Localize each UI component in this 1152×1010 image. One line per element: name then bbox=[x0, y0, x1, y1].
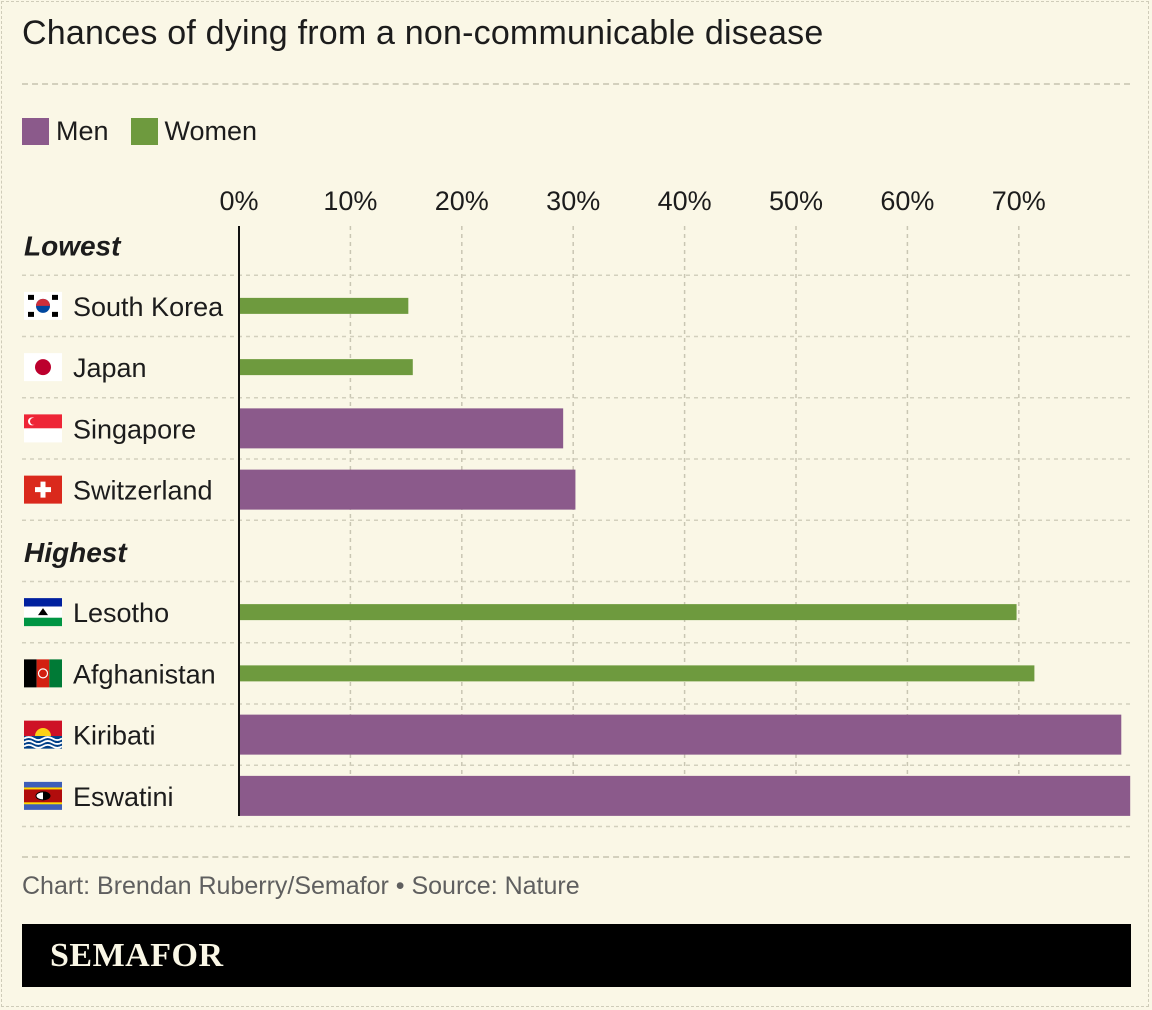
kiribati-flag-icon bbox=[23, 720, 63, 749]
country-label-switzerland: Switzerland bbox=[73, 476, 213, 506]
country-label-eswatini: Eswatini bbox=[73, 782, 174, 812]
country-label-south-korea: South Korea bbox=[73, 292, 224, 322]
bar-chart: 0% 10% 20% 30% 40% 50% 60% 70% Lowest South Korea… bbox=[22, 186, 1131, 828]
bar-kiribati bbox=[239, 714, 1122, 755]
x-tick-label: 30% bbox=[546, 186, 600, 216]
bar-south-korea bbox=[239, 297, 409, 314]
bar-afghanistan bbox=[239, 665, 1035, 682]
legend-swatch-women bbox=[130, 118, 158, 145]
x-tick-label: 50% bbox=[769, 186, 823, 216]
bar-eswatini bbox=[239, 775, 1131, 816]
legend: Men Women bbox=[22, 116, 279, 147]
legend-label-men: Men bbox=[56, 116, 109, 146]
singapore-flag-icon bbox=[24, 414, 62, 443]
bar-singapore bbox=[239, 408, 564, 449]
group-label-highest: Highest bbox=[24, 537, 128, 568]
x-tick-label: 20% bbox=[435, 186, 489, 216]
x-tick-label: 60% bbox=[880, 186, 934, 216]
brand-bar: SEMAFOR bbox=[22, 924, 1131, 987]
legend-item-women: Women bbox=[130, 116, 258, 147]
x-tick-label: 10% bbox=[323, 186, 377, 216]
x-tick-label: 0% bbox=[219, 186, 258, 216]
x-tick-label: 70% bbox=[992, 186, 1046, 216]
lesotho-flag-icon bbox=[24, 598, 62, 627]
switzerland-flag-icon bbox=[24, 475, 62, 504]
legend-item-men: Men bbox=[22, 116, 109, 147]
japan-flag-icon bbox=[24, 353, 62, 382]
legend-label-women: Women bbox=[164, 116, 258, 146]
country-label-lesotho: Lesotho bbox=[73, 598, 169, 628]
x-tick-label: 40% bbox=[658, 186, 712, 216]
country-label-singapore: Singapore bbox=[73, 414, 196, 444]
brand-logo: SEMAFOR bbox=[50, 937, 224, 974]
country-label-afghanistan: Afghanistan bbox=[73, 659, 216, 689]
bar-lesotho bbox=[239, 604, 1017, 621]
chart-credit: Chart: Brendan Ruberry/Semafor • Source:… bbox=[22, 872, 580, 900]
chart-title: Chances of dying from a non-communicable… bbox=[22, 14, 824, 52]
country-label-japan: Japan bbox=[73, 353, 147, 383]
south-korea-flag-icon bbox=[24, 291, 62, 320]
title-divider bbox=[22, 83, 1130, 85]
bar-switzerland bbox=[239, 469, 576, 510]
eswatini-flag-icon bbox=[24, 781, 62, 810]
group-label-lowest: Lowest bbox=[24, 231, 122, 262]
country-label-kiribati: Kiribati bbox=[73, 721, 156, 751]
afghanistan-flag-icon bbox=[24, 659, 62, 688]
legend-swatch-men bbox=[22, 118, 49, 145]
bar-japan bbox=[239, 359, 413, 376]
footer-divider bbox=[22, 856, 1130, 858]
